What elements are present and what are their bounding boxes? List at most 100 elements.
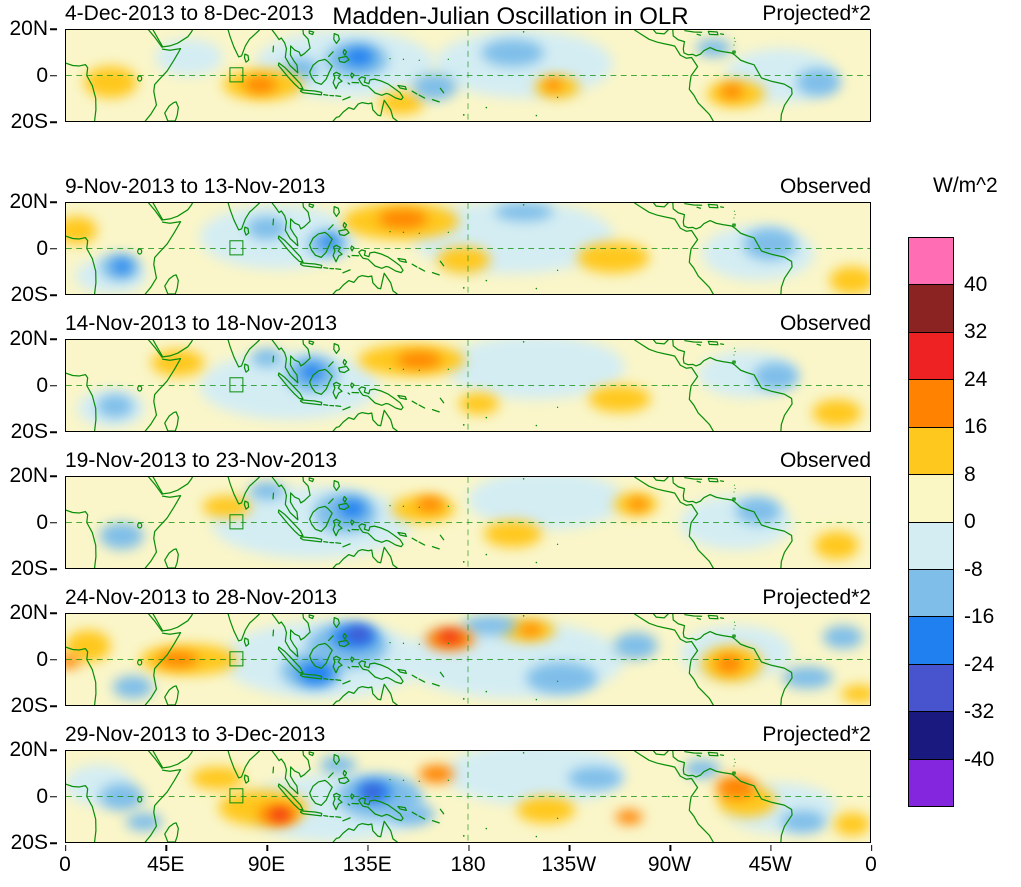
y-tick-label: 20S bbox=[10, 420, 48, 443]
map-panel bbox=[65, 613, 871, 706]
anomaly-blob bbox=[613, 632, 658, 660]
anomaly-blob bbox=[83, 66, 138, 99]
x-tick-label: 45W bbox=[748, 845, 792, 876]
anomaly-blob bbox=[300, 363, 323, 380]
map-overlay-svg bbox=[66, 340, 870, 431]
colorbar-tick-label: -32 bbox=[964, 700, 995, 723]
map-overlay-svg bbox=[66, 30, 870, 121]
x-tick-label: 180 bbox=[450, 845, 486, 876]
anomaly-blob bbox=[695, 39, 732, 58]
colorbar-tick-label: 24 bbox=[964, 367, 988, 391]
anomaly-blob bbox=[418, 764, 455, 783]
panel-5-header: 29-Nov-2013 to 3-Dec-2013 Projected*2 bbox=[65, 723, 871, 747]
y-tick-label: 0 bbox=[36, 373, 48, 397]
y-tick-label: 0 bbox=[36, 647, 48, 671]
x-tick-label: 135W bbox=[541, 845, 597, 876]
anomaly-blob bbox=[840, 684, 870, 703]
x-axis-ticks: 0 45E 90E 135E 180 135W 90W 45W 0 bbox=[59, 845, 877, 878]
panel-4: 24-Nov-2013 to 28-Nov-2013 Projected*2 2… bbox=[0, 584, 1021, 721]
y-tick-label: 20S bbox=[10, 110, 48, 133]
colorbar-labels: 40 32 24 16 8 0 -8 -16 -24 -32 -40 bbox=[964, 237, 1020, 807]
colorbar-segment bbox=[909, 285, 953, 333]
x-tick-label: 90E bbox=[247, 845, 286, 876]
map-panel bbox=[65, 339, 871, 432]
y-tick-label: 0 bbox=[36, 784, 48, 808]
panel-5: 29-Nov-2013 to 3-Dec-2013 Projected*2 20… bbox=[0, 721, 1021, 858]
anomaly-blob bbox=[684, 760, 721, 779]
y-axis-ticks: 20N 0 20S bbox=[0, 327, 58, 443]
anomaly-blob bbox=[112, 259, 131, 274]
anomaly-blob bbox=[346, 627, 371, 642]
colorbar-tick-label: 16 bbox=[964, 415, 988, 438]
anomaly-blob bbox=[463, 616, 518, 635]
anomaly-blob bbox=[320, 755, 357, 774]
anomaly-blob bbox=[155, 39, 223, 76]
panel-6-header: 4-Dec-2013 to 8-Dec-2013 Projected*2 bbox=[65, 2, 871, 26]
y-tick-label: 20S bbox=[10, 694, 48, 717]
colorbar-tick-label: -16 bbox=[964, 605, 995, 628]
colorbar-tick-label: 0 bbox=[964, 510, 976, 533]
anomaly-blob bbox=[249, 481, 285, 500]
anomaly-blob bbox=[467, 477, 625, 530]
colorbar-segment bbox=[909, 759, 953, 807]
panel-2-header: 14-Nov-2013 to 18-Nov-2013 Observed bbox=[65, 312, 871, 336]
panel-3: 19-Nov-2013 to 23-Nov-2013 Observed 20N 0… bbox=[0, 447, 1021, 584]
anomaly-blob bbox=[519, 624, 542, 636]
anomaly-blob bbox=[271, 809, 290, 821]
anomaly-blob bbox=[445, 340, 625, 400]
anomaly-blob bbox=[588, 385, 652, 413]
y-tick-label: 20N bbox=[9, 601, 48, 624]
panel-source-label: Observed bbox=[779, 449, 871, 472]
colorbar-tick-label: -8 bbox=[964, 557, 983, 581]
panel-source-label: Projected*2 bbox=[762, 2, 871, 25]
anomaly-blob bbox=[834, 812, 870, 836]
anomaly-blob bbox=[526, 661, 598, 694]
anomaly-blob bbox=[251, 349, 283, 368]
anomaly-blob bbox=[481, 39, 544, 67]
anomaly-blob bbox=[436, 246, 491, 274]
panel-date-range: 4-Dec-2013 to 8-Dec-2013 bbox=[65, 2, 314, 25]
panel-date-range: 14-Nov-2013 to 18-Nov-2013 bbox=[65, 312, 337, 335]
anomaly-blob bbox=[320, 234, 339, 249]
y-tick-label: 20S bbox=[10, 557, 48, 580]
colorbar-tick-label: 40 bbox=[964, 272, 988, 296]
panel-1-header: 9-Nov-2013 to 13-Nov-2013 Observed bbox=[65, 175, 871, 199]
anomaly-blob bbox=[191, 766, 245, 790]
anomaly-blob bbox=[720, 84, 743, 99]
y-axis-ticks: 20N 0 20S bbox=[0, 601, 58, 717]
anomaly-blob bbox=[796, 68, 841, 96]
y-tick-label: 20N bbox=[9, 17, 48, 40]
anomaly-blob bbox=[782, 666, 833, 690]
anomaly-blob bbox=[438, 631, 462, 643]
map-overlay-svg bbox=[66, 203, 870, 294]
anomaly-blob bbox=[568, 766, 623, 790]
map-overlay-svg bbox=[66, 751, 870, 842]
panel-2: 14-Nov-2013 to 18-Nov-2013 Observed 20N 0… bbox=[0, 310, 1021, 447]
map-overlay-svg bbox=[66, 477, 870, 568]
anomaly-blob bbox=[342, 48, 375, 67]
colorbar-tick-label: 8 bbox=[964, 462, 976, 486]
colorbar-tick-label: -40 bbox=[964, 747, 995, 771]
colorbar-segment bbox=[909, 569, 953, 618]
colorbar bbox=[908, 237, 954, 807]
anomaly-blob bbox=[157, 651, 198, 668]
panel-date-range: 9-Nov-2013 to 13-Nov-2013 bbox=[65, 175, 326, 198]
y-tick-label: 20N bbox=[9, 327, 48, 350]
colorbar-segment bbox=[909, 522, 953, 570]
panel-date-range: 19-Nov-2013 to 23-Nov-2013 bbox=[65, 449, 337, 472]
anomaly-blob bbox=[829, 266, 870, 294]
anomaly-blob bbox=[416, 497, 444, 512]
anomaly-blob bbox=[742, 228, 797, 260]
anomaly-blob bbox=[97, 394, 133, 418]
map-panel bbox=[65, 29, 871, 122]
anomaly-blob bbox=[244, 76, 276, 93]
map-panel bbox=[65, 476, 871, 569]
panel-source-label: Observed bbox=[779, 175, 871, 198]
y-tick-label: 20S bbox=[10, 283, 48, 306]
panel-source-label: Projected*2 bbox=[762, 723, 871, 746]
panel-1: 9-Nov-2013 to 13-Nov-2013 Observed 20N 0 2… bbox=[0, 173, 1021, 310]
colorbar-segment bbox=[909, 475, 953, 523]
panel-6: 4-Dec-2013 to 8-Dec-2013 Projected*2 20N… bbox=[0, 0, 1021, 137]
figure-title: Madden-Julian Oscillation in OLR bbox=[332, 3, 689, 30]
anomaly-blob bbox=[459, 392, 500, 416]
